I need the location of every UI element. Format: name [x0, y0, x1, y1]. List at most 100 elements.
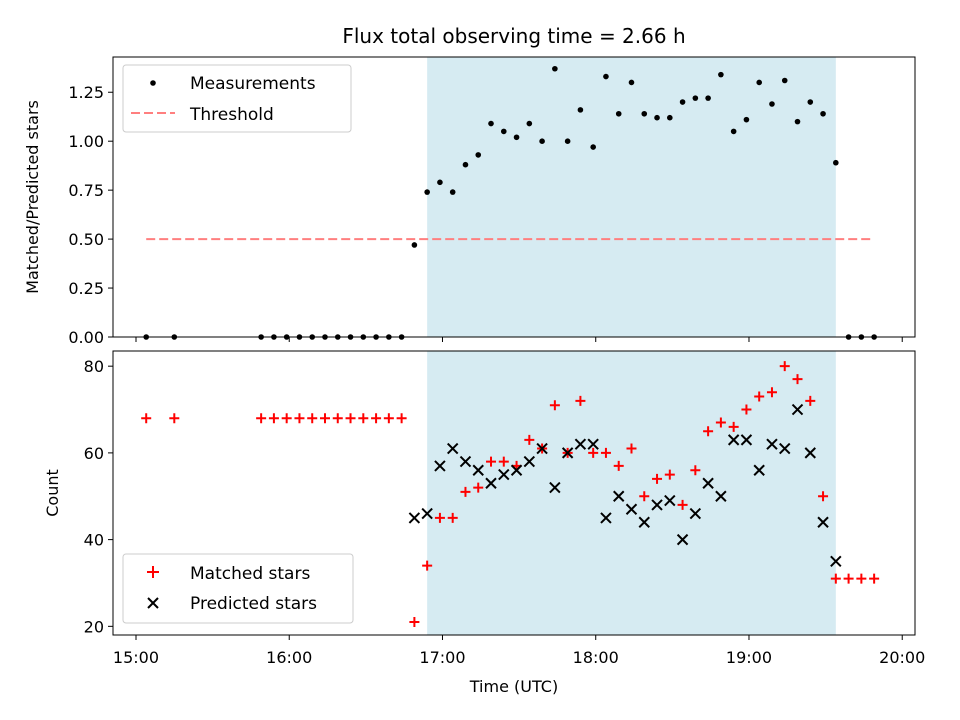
- legend-threshold-label: Threshold: [189, 105, 274, 125]
- predicted-star-point: [536, 442, 548, 455]
- measurement-point: [513, 134, 520, 141]
- legend-measurements-marker: [150, 80, 156, 86]
- predicted-star-point: [715, 490, 727, 502]
- predicted-star-point: [830, 555, 842, 567]
- matched-star-point: [664, 469, 675, 480]
- top-panel: 0.00 0.25 0.50 0.75 1.00 1.25 Matched/Predict…: [23, 56, 916, 347]
- x-tick-label: 15:00: [113, 648, 159, 667]
- legend-predicted-label: Predicted stars: [190, 594, 317, 614]
- predicted-star-point: [689, 507, 702, 520]
- predicted-star-point: [459, 455, 472, 468]
- bottom-y-tick-label: 40: [84, 531, 104, 550]
- measurement-point: [437, 179, 443, 186]
- predicted-star-point: [804, 447, 816, 459]
- x-axis-label: Time (UTC): [469, 677, 558, 696]
- measurement-point: [718, 71, 724, 78]
- measurement-point: [500, 128, 507, 135]
- predicted-star-point: [753, 464, 765, 476]
- top-x-ticks: [135, 337, 903, 342]
- predicted-star-point: [676, 533, 689, 546]
- matched-star-point: [319, 413, 330, 424]
- legend-measurements-label: Measurements: [190, 74, 316, 94]
- top-shaded-region: [427, 57, 836, 337]
- predicted-star-point: [434, 460, 446, 472]
- top-y-tick-label: 0.50: [68, 230, 104, 249]
- measurement-point: [654, 114, 660, 121]
- matched-star-point: [396, 413, 407, 424]
- predicted-star-point: [561, 447, 574, 459]
- predicted-star-point: [740, 434, 753, 446]
- predicted-star-point: [817, 516, 829, 528]
- matched-star-point: [639, 491, 650, 502]
- measurement-point: [424, 189, 430, 195]
- matched-star-point: [613, 460, 624, 471]
- matched-star-point: [677, 499, 688, 510]
- count-points: [141, 361, 880, 627]
- measurement-point: [781, 77, 788, 84]
- top-y-tick-label: 0.75: [68, 181, 104, 200]
- predicted-star-point: [421, 507, 433, 520]
- matched-star-point: [588, 447, 599, 458]
- matched-star-point: [792, 374, 803, 385]
- matched-star-point: [345, 413, 356, 424]
- matched-star-point: [498, 456, 509, 467]
- x-tick-label: 20:00: [879, 648, 925, 667]
- measurement-point: [488, 120, 494, 127]
- predicted-star-point: [625, 503, 638, 515]
- matched-star-point: [575, 395, 586, 406]
- measurement-point: [820, 110, 826, 117]
- measurement-point: [730, 128, 737, 135]
- measurement-point: [692, 95, 699, 101]
- measurement-point: [807, 99, 814, 105]
- measurement-point: [667, 114, 673, 121]
- matched-star-point: [460, 486, 471, 497]
- measurement-point: [462, 161, 469, 168]
- predicted-star-point: [485, 477, 497, 489]
- matched-star-point: [728, 421, 739, 432]
- predicted-star-point: [510, 464, 523, 476]
- matched-star-point: [869, 573, 880, 584]
- bottom-legend: Matched stars Predicted stars: [122, 553, 354, 624]
- matched-star-point: [754, 391, 765, 402]
- predicted-star-point: [408, 512, 421, 524]
- predicted-star-point: [613, 490, 625, 502]
- matched-star-point: [766, 387, 777, 398]
- matched-star-point: [447, 512, 458, 523]
- predicted-star-point: [664, 494, 676, 507]
- measurement-point: [564, 138, 571, 144]
- predicted-star-point: [651, 499, 663, 511]
- matched-star-point: [652, 473, 663, 484]
- bottom-y-ticks: 20 40 60 80: [84, 357, 113, 636]
- matched-star-point: [409, 616, 420, 627]
- matched-star-point: [779, 361, 790, 372]
- top-y-ticks: 0.00 0.25 0.50 0.75 1.00 1.25: [68, 83, 113, 347]
- predicted-star-point: [702, 477, 714, 489]
- top-y-tick-label: 0.00: [68, 328, 104, 347]
- matched-star-point: [169, 413, 180, 424]
- bottom-x-ticks: 15:00 16:00 17:00 18:00 19:00 20:00: [113, 635, 925, 667]
- matched-star-point: [818, 491, 829, 502]
- top-y-axis-label: Matched/Predicted stars: [23, 100, 42, 294]
- measurement-point: [526, 120, 533, 127]
- measurement-point: [769, 101, 775, 107]
- x-tick-label: 18:00: [573, 648, 619, 667]
- measurement-point: [615, 110, 622, 117]
- top-y-tick-label: 0.25: [68, 279, 104, 298]
- matched-star-point: [141, 413, 152, 424]
- measurement-point: [628, 79, 635, 86]
- matched-star-point: [715, 417, 726, 428]
- matched-star-point: [294, 413, 305, 424]
- matched-star-point: [383, 413, 394, 424]
- matched-star-point: [524, 434, 535, 445]
- bottom-shaded-region: [427, 351, 836, 635]
- matched-star-point: [843, 573, 854, 584]
- predicted-star-point: [600, 512, 612, 524]
- matched-star-point: [473, 482, 484, 493]
- predicted-star-point: [446, 442, 459, 455]
- x-tick-label: 17:00: [419, 648, 465, 667]
- matched-star-point: [690, 465, 701, 476]
- bottom-axes-frame: [112, 350, 916, 636]
- measurement-point: [577, 107, 584, 113]
